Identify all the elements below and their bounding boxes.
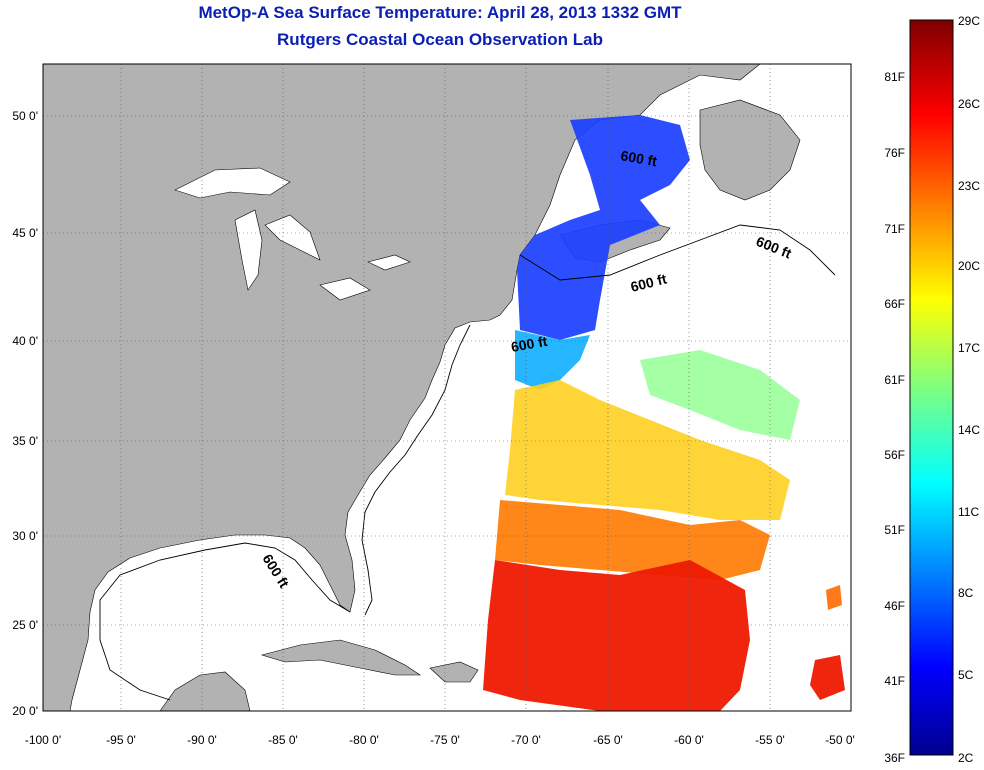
lon-label: -50 0' [825,733,855,747]
colorbar-label-f: 56F [884,448,905,462]
colorbar-label-c: 11C [958,505,979,519]
colorbar-label-f: 51F [884,523,905,537]
colorbar-label-c: 29C [958,14,980,28]
hispaniola-land [429,661,479,683]
sst-patch-east-2 [826,585,842,610]
sst-patch-east [810,655,845,700]
colorbar-label-f: 46F [884,599,905,613]
colorbar-label-c: 26C [958,97,980,111]
sst-swath-green [640,350,800,440]
colorbar-label-c: 17C [958,341,980,355]
lat-label: 30 0' [12,529,38,543]
colorbar-label-f: 81F [884,70,905,84]
contour-label: 600 ft [510,333,549,355]
lon-label: -95 0' [106,733,136,747]
north-america-land [43,64,761,711]
sst-swath-warm-orange [495,500,770,580]
lon-label: -90 0' [187,733,217,747]
great-lakes [174,167,411,301]
newfoundland-land [699,99,801,201]
lon-label: -65 0' [593,733,623,747]
colorbar-label-c: 5C [958,668,974,682]
latitude-labels: 50 0' 45 0' 40 0' 35 0' 30 0' 25 0' 20 0… [12,109,38,718]
colorbar-label-c: 8C [958,586,974,600]
lat-label: 25 0' [12,618,38,632]
colorbar-label-f: 36F [884,751,905,765]
lon-label: -75 0' [430,733,460,747]
sst-swath-warm-red [483,560,750,711]
colorbar-label-f: 71F [884,222,905,236]
lon-label: -100 0' [25,733,61,747]
lat-label: 40 0' [12,334,38,348]
colorbar-label-f: 61F [884,373,905,387]
sst-swath-cold [517,115,690,340]
lon-label: -70 0' [511,733,541,747]
graticule [43,64,851,711]
colorbar-label-c: 2C [958,751,974,765]
colorbar-label-f: 66F [884,297,905,311]
lat-label: 35 0' [12,434,38,448]
sst-swath-cool [515,330,590,390]
lon-label: -80 0' [349,733,379,747]
colorbar-label-f: 76F [884,146,905,160]
map-subtitle: Rutgers Coastal Ocean Observation Lab [277,30,603,49]
lat-label: 45 0' [12,226,38,240]
contour-label: 600 ft [619,147,658,169]
cuba-land [260,639,421,676]
map-title: MetOp-A Sea Surface Temperature: April 2… [198,3,682,22]
colorbar-celsius-labels: 29C 26C 23C 20C 17C 14C 11C 8C 5C 2C [958,14,980,765]
longitude-labels: -100 0' -95 0' -90 0' -85 0' -80 0' -75 … [25,733,855,747]
bathymetry-contour [99,224,836,701]
colorbar-fahrenheit-labels: 81F 76F 71F 66F 61F 56F 51F 46F 41F 36F [884,70,905,765]
colorbar-label-f: 41F [884,674,905,688]
lon-label: -55 0' [755,733,785,747]
sst-swath-mid [505,380,790,520]
colorbar [909,19,954,756]
lon-label: -85 0' [268,733,298,747]
colorbar-label-c: 23C [958,179,980,193]
lat-label: 20 0' [12,704,38,718]
colorbar-label-c: 14C [958,423,980,437]
lat-label: 50 0' [12,109,38,123]
yucatan-land [159,671,251,711]
colorbar-label-c: 20C [958,259,980,273]
lon-label: -60 0' [674,733,704,747]
